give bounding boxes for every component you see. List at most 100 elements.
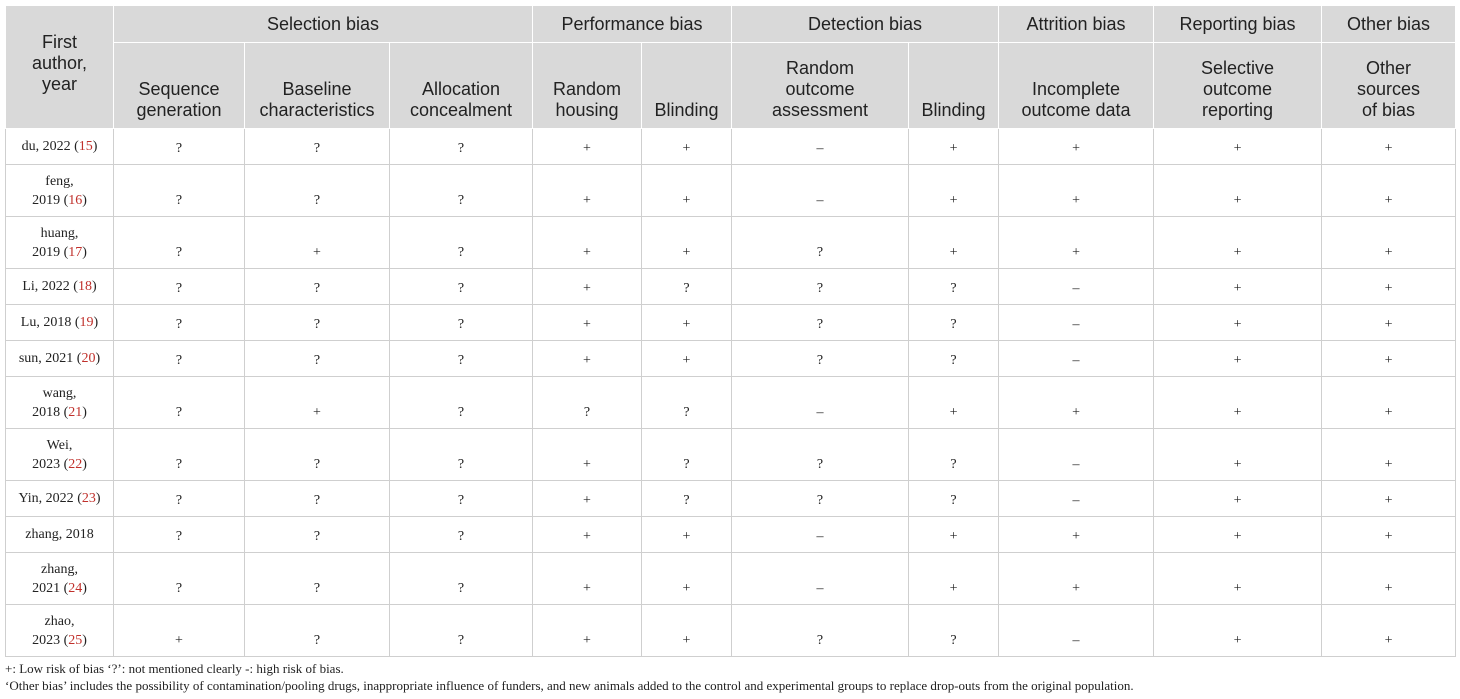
- column-header-blinding: Blinding: [908, 42, 1000, 129]
- author-year-text: Yin, 2022: [18, 491, 78, 506]
- bias-rating-cell: ?: [244, 268, 390, 305]
- bias-rating-cell: +: [1153, 428, 1323, 481]
- header-line: Sequence: [138, 79, 220, 99]
- bias-rating-cell: +: [532, 128, 642, 165]
- bias-rating-cell: +: [998, 128, 1155, 165]
- group-header-attrition-bias: Attrition bias: [998, 5, 1155, 43]
- bias-rating-cell: +: [1153, 164, 1323, 217]
- footnote-other-bias: ‘Other bias’ includes the possibility of…: [5, 678, 1134, 693]
- bias-rating-cell: +: [244, 216, 390, 269]
- bias-rating-cell: –: [731, 516, 910, 553]
- author-year-cell: Lu, 2018 (19): [5, 304, 114, 341]
- bias-rating-cell: +: [1321, 604, 1457, 657]
- author-year-cell: Li, 2022 (18): [5, 268, 114, 305]
- bias-rating-cell: +: [640, 340, 733, 377]
- bias-rating-cell: ?: [244, 516, 390, 553]
- bias-rating-cell: ?: [389, 480, 533, 517]
- author-year-cell: zhao, 2023 (25): [5, 604, 114, 657]
- header-line: author,: [31, 53, 88, 73]
- reference-link[interactable]: 23: [81, 491, 96, 506]
- reference-link[interactable]: 16: [68, 193, 83, 208]
- author-year-text: zhang,: [41, 562, 78, 577]
- bias-rating-cell: +: [1153, 552, 1323, 605]
- header-line: Blinding: [654, 100, 719, 120]
- bias-rating-cell: ?: [908, 340, 1000, 377]
- bias-rating-cell: +: [640, 304, 733, 341]
- bias-rating-cell: ?: [244, 340, 390, 377]
- author-year-text: du, 2022: [21, 139, 75, 154]
- reference-link[interactable]: 20: [81, 351, 96, 366]
- bias-rating-cell: +: [998, 516, 1155, 553]
- reference-link[interactable]: 21: [68, 405, 83, 420]
- bias-rating-cell: –: [998, 268, 1155, 305]
- bias-rating-cell: ?: [532, 376, 642, 429]
- author-year-cell: sun, 2021 (20): [5, 340, 114, 377]
- author-year-text: 2019: [32, 245, 64, 260]
- bias-rating-cell: +: [1153, 376, 1323, 429]
- group-header-performance-bias: Performance bias: [531, 5, 733, 43]
- bias-rating-cell: –: [731, 376, 910, 429]
- bias-rating-cell: ?: [908, 604, 1000, 657]
- table-row: zhao, 2023 (25) +?? + +?? – + +: [5, 604, 1457, 657]
- bias-rating-cell: ?: [113, 164, 245, 217]
- reference-link[interactable]: 17: [68, 245, 83, 260]
- bias-rating-cell: +: [1153, 480, 1323, 517]
- bias-rating-cell: ?: [244, 128, 390, 165]
- header-line: characteristics: [259, 100, 375, 120]
- author-year-text: zhao,: [44, 614, 75, 629]
- header-line: generation: [136, 100, 222, 120]
- bias-rating-cell: +: [1153, 604, 1323, 657]
- bias-rating-cell: +: [1153, 268, 1323, 305]
- column-header-row: Sequence generation Baseline characteristic…: [6, 42, 1457, 129]
- column-header-selective-outcome-reporting: Selective outcome reporting: [1153, 42, 1323, 129]
- table-row: sun, 2021 (20)??? + +?? – + +: [5, 340, 1457, 377]
- bias-rating-cell: +: [532, 516, 642, 553]
- bias-rating-cell: +: [640, 128, 733, 165]
- bias-rating-cell: ?: [640, 376, 733, 429]
- bias-rating-cell: +: [1321, 428, 1457, 481]
- bias-rating-cell: +: [998, 552, 1155, 605]
- bias-rating-cell: ?: [389, 268, 533, 305]
- bias-rating-cell: –: [998, 428, 1155, 481]
- bias-rating-cell: ?: [113, 516, 245, 553]
- bias-rating-cell: ?: [908, 268, 1000, 305]
- reference-link[interactable]: 19: [79, 315, 94, 330]
- header-line: Incomplete: [1032, 79, 1121, 99]
- bias-rating-cell: +: [1153, 516, 1323, 553]
- author-year-text: Wei,: [46, 438, 73, 453]
- header-line: year: [41, 74, 77, 94]
- bias-rating-cell: ?: [244, 552, 390, 605]
- bias-rating-cell: ?: [113, 216, 245, 269]
- table-row: Lu, 2018 (19)??? + +?? – + +: [5, 304, 1457, 341]
- bias-rating-cell: +: [532, 552, 642, 605]
- reference-link[interactable]: 22: [68, 457, 83, 472]
- column-header-other-sources-of-bias: Other sources of bias: [1321, 42, 1457, 129]
- bias-rating-cell: +: [908, 516, 1000, 553]
- header-line: outcome: [1203, 79, 1273, 99]
- bias-rating-cell: ?: [113, 428, 245, 481]
- bias-rating-cell: +: [532, 604, 642, 657]
- bias-rating-cell: +: [640, 552, 733, 605]
- bias-rating-cell: ?: [113, 376, 245, 429]
- reference-link[interactable]: 25: [68, 633, 83, 648]
- bias-rating-cell: +: [1321, 216, 1457, 269]
- header-line: housing: [555, 100, 619, 120]
- bias-rating-cell: +: [1321, 376, 1457, 429]
- reference-link[interactable]: 24: [68, 581, 83, 596]
- header-line: Blinding: [921, 100, 986, 120]
- bias-rating-cell: ?: [389, 552, 533, 605]
- bias-rating-cell: ?: [731, 340, 910, 377]
- bias-rating-cell: –: [998, 480, 1155, 517]
- bias-rating-cell: –: [731, 164, 910, 217]
- bias-rating-cell: ?: [731, 268, 910, 305]
- bias-rating-cell: +: [640, 164, 733, 217]
- bias-rating-cell: ?: [244, 164, 390, 217]
- bias-rating-cell: ?: [731, 480, 910, 517]
- table-footnotes: +: Low risk of bias ‘?’: not mentioned c…: [5, 660, 1455, 694]
- bias-rating-cell: ?: [113, 552, 245, 605]
- reference-link[interactable]: 15: [78, 139, 93, 154]
- table-row: wang, 2018 (21)? +??? – + + + +: [5, 376, 1457, 429]
- column-header-baseline-characteristics: Baseline characteristics: [244, 42, 390, 129]
- bias-rating-cell: +: [532, 164, 642, 217]
- reference-link[interactable]: 18: [77, 279, 92, 294]
